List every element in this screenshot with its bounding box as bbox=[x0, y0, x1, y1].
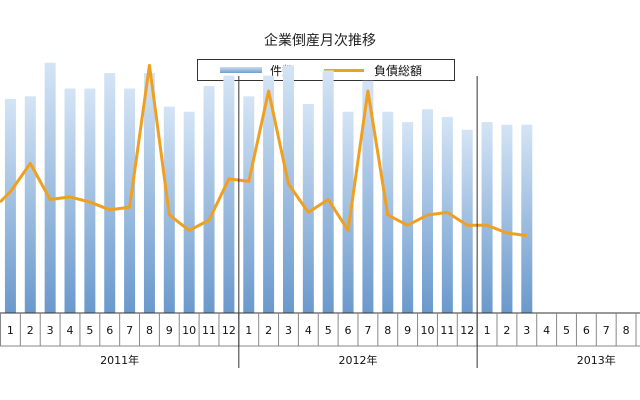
month-tick-label: 8 bbox=[384, 324, 391, 337]
bar bbox=[143, 73, 155, 313]
year-label: 2012年 bbox=[338, 353, 377, 367]
month-tick-label: 3 bbox=[47, 324, 54, 337]
month-tick-label: 6 bbox=[345, 324, 352, 337]
bar bbox=[421, 109, 433, 314]
bar bbox=[203, 85, 215, 314]
month-tick-label: 7 bbox=[364, 324, 371, 337]
month-tick-label: 11 bbox=[202, 324, 216, 337]
month-tick-label: 1 bbox=[7, 324, 14, 337]
bar bbox=[243, 96, 255, 313]
month-tick-label: 9 bbox=[166, 324, 173, 337]
month-tick-label: 3 bbox=[523, 324, 530, 337]
bar bbox=[263, 75, 275, 313]
month-tick-label: 5 bbox=[563, 324, 570, 337]
month-tick-label: 8 bbox=[623, 324, 630, 337]
bar bbox=[481, 122, 493, 313]
month-tick-label: 2 bbox=[27, 324, 34, 337]
month-tick-label: 4 bbox=[305, 324, 312, 337]
bar bbox=[183, 111, 195, 313]
bar bbox=[362, 80, 374, 313]
month-tick-label: 4 bbox=[67, 324, 74, 337]
month-tick-label: 7 bbox=[126, 324, 133, 337]
year-label: 2013年 bbox=[577, 353, 616, 367]
bar bbox=[501, 124, 513, 313]
legend-bar-swatch bbox=[220, 67, 262, 73]
month-tick-label: 9 bbox=[404, 324, 411, 337]
bar bbox=[461, 129, 473, 313]
bar bbox=[64, 88, 76, 313]
month-tick-label: 12 bbox=[222, 324, 236, 337]
chart-title: 企業倒産月次推移 bbox=[264, 33, 376, 49]
month-tick-label: 10 bbox=[420, 324, 434, 337]
month-tick-label: 1 bbox=[245, 324, 252, 337]
month-tick-label: 5 bbox=[325, 324, 332, 337]
legend-line-swatch bbox=[324, 69, 364, 72]
month-tick-label: 11 bbox=[440, 324, 454, 337]
month-tick-label: 3 bbox=[285, 324, 292, 337]
bar bbox=[44, 62, 56, 313]
month-tick-label: 5 bbox=[86, 324, 93, 337]
month-tick-label: 2 bbox=[503, 324, 510, 337]
bar bbox=[282, 65, 294, 313]
month-tick-label: 8 bbox=[146, 324, 153, 337]
month-tick-label: 1 bbox=[484, 324, 491, 337]
series-line bbox=[0, 63, 527, 238]
bar bbox=[302, 104, 314, 314]
bar bbox=[342, 111, 354, 313]
month-tick-label: 10 bbox=[182, 324, 196, 337]
month-tick-label: 6 bbox=[583, 324, 590, 337]
month-tick-label: 6 bbox=[106, 324, 113, 337]
month-tick-label: 4 bbox=[543, 324, 550, 337]
bar bbox=[441, 116, 453, 313]
month-tick-label: 7 bbox=[603, 324, 610, 337]
bar bbox=[322, 70, 334, 313]
bar bbox=[223, 75, 235, 313]
bar bbox=[24, 96, 36, 313]
bar bbox=[104, 73, 116, 313]
legend-line-label: 負債総額 bbox=[374, 64, 423, 78]
bar bbox=[402, 122, 414, 313]
month-tick-label: 2 bbox=[265, 324, 272, 337]
bar bbox=[4, 98, 16, 313]
year-label: 2011年 bbox=[100, 353, 139, 367]
month-tick-label: 12 bbox=[460, 324, 474, 337]
bar bbox=[521, 124, 533, 313]
